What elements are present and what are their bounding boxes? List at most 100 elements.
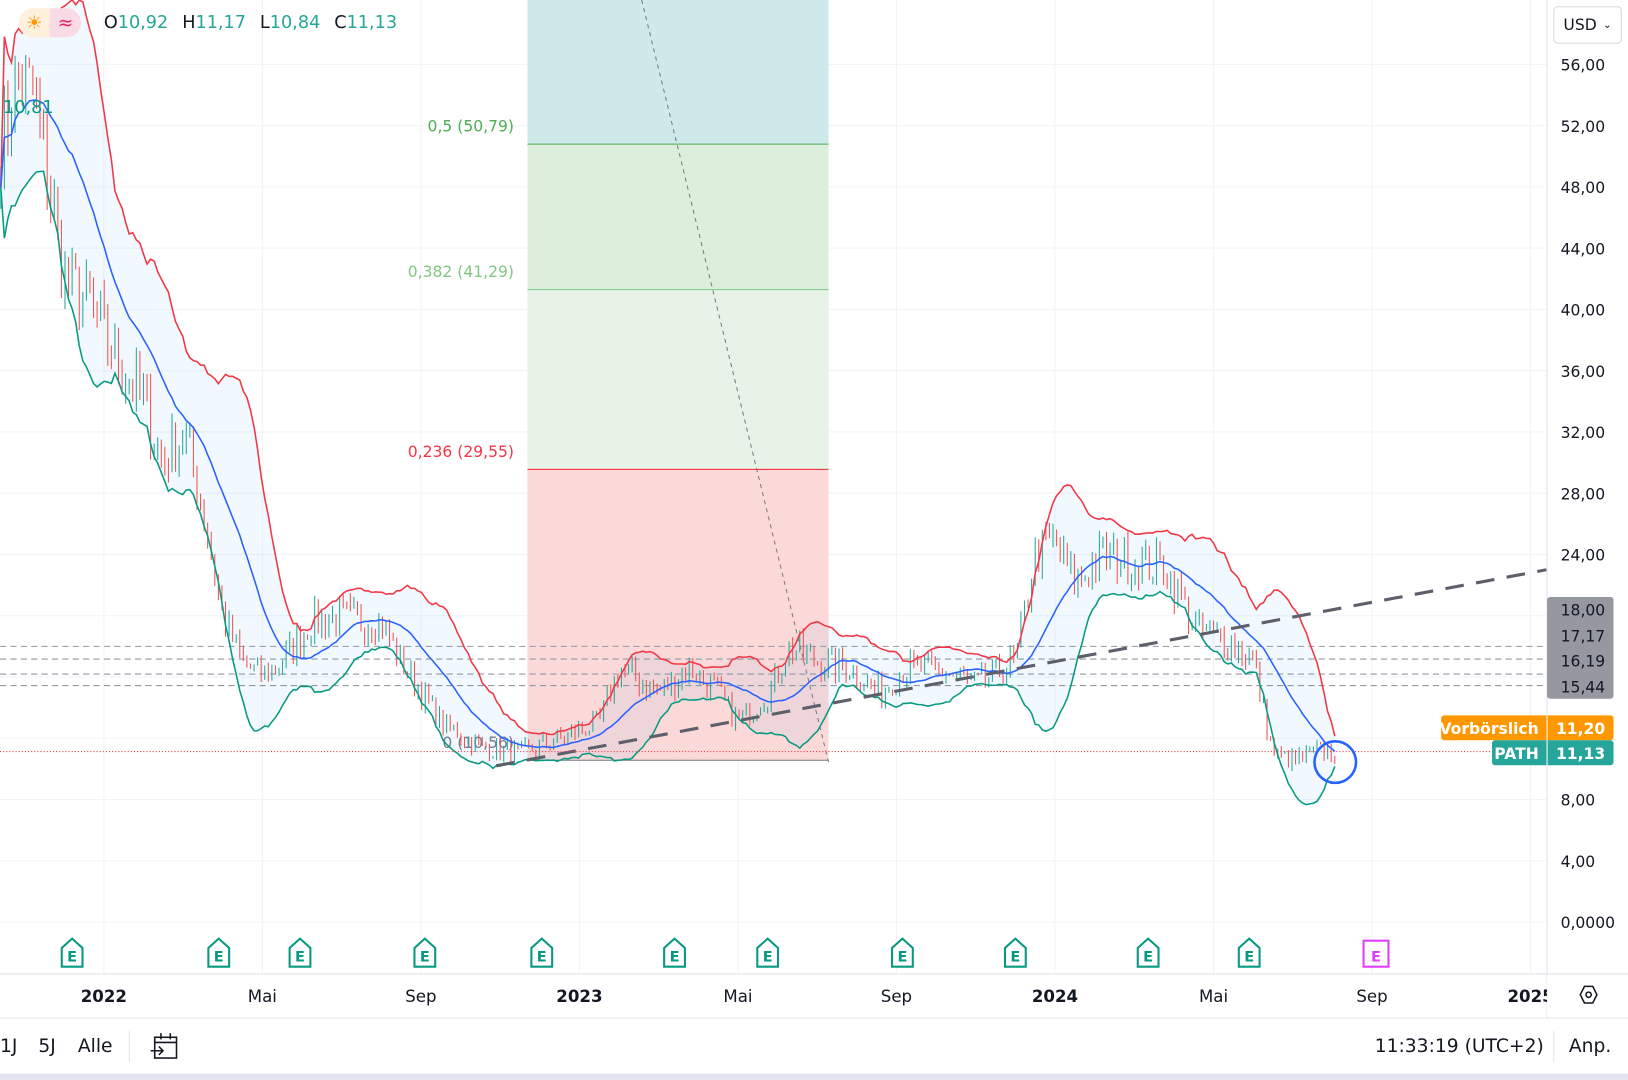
low-value: 10,84 — [269, 12, 321, 34]
currency-dropdown[interactable]: USD ⌄ — [1553, 6, 1622, 44]
earnings-marker[interactable]: E — [663, 937, 686, 968]
price-tick: 48,00 — [1561, 179, 1606, 197]
range-all-button[interactable]: Alle — [77, 1035, 113, 1057]
earnings-label: E — [420, 949, 430, 965]
earnings-icon — [890, 937, 914, 968]
earnings-marker[interactable]: E — [530, 937, 554, 968]
price-tick: 40,00 — [1561, 302, 1606, 320]
earnings-label: E — [537, 949, 547, 965]
footer-bar — [0, 1073, 1628, 1080]
highlight-circle — [1313, 740, 1358, 785]
price-tick: 24,00 — [1561, 547, 1606, 565]
earnings-label: E — [897, 949, 907, 965]
earnings-icon — [756, 937, 780, 968]
upcoming-earnings-marker[interactable]: E — [1362, 939, 1390, 968]
close-label: C — [334, 12, 347, 34]
bottom-toolbar: 1J 5J Alle 11:33:19 (UTC+2) Anp. — [0, 1017, 1628, 1075]
earnings-label: E — [763, 949, 773, 965]
earnings-icon — [60, 937, 84, 968]
earnings-label: E — [670, 949, 680, 965]
adjust-button[interactable]: Anp. — [1568, 1035, 1612, 1057]
earnings-label: E — [295, 949, 305, 965]
earnings-marker[interactable]: E — [1003, 937, 1027, 968]
alert-price-label: 15,44 — [1561, 679, 1606, 697]
earnings-icon — [207, 937, 231, 968]
bollinger-upper — [0, 0, 1336, 737]
alert-price-label: 18,00 — [1561, 602, 1606, 620]
premarket-price: 11,20 — [1556, 720, 1605, 738]
alert-price-label: 17,17 — [1561, 628, 1606, 646]
earnings-marker[interactable]: E — [413, 937, 437, 968]
time-tick: Mai — [248, 987, 277, 1006]
range-5y-button[interactable]: 5J — [38, 1035, 56, 1057]
price-tick: 28,00 — [1561, 485, 1606, 503]
price-axis — [1547, 0, 1628, 974]
open-value: 10,92 — [117, 12, 169, 34]
earnings-icon — [1237, 937, 1261, 968]
price-tick: 36,00 — [1561, 363, 1606, 381]
earnings-marker[interactable]: E — [60, 937, 84, 968]
calendar-goto-icon[interactable] — [150, 1031, 181, 1062]
price-tick: 0,0000 — [1561, 914, 1615, 932]
earnings-marker[interactable]: E — [1136, 937, 1160, 968]
earnings-marker[interactable]: E — [890, 937, 914, 968]
last-price: 11,13 — [1556, 745, 1605, 763]
bollinger-basis — [0, 99, 1336, 752]
time-tick: Mai — [1199, 987, 1228, 1006]
price-tick: 4,00 — [1561, 853, 1596, 871]
earnings-label: E — [1010, 949, 1020, 965]
time-tick: Sep — [1356, 987, 1387, 1006]
earnings-label: E — [67, 949, 77, 965]
trend-line — [495, 568, 1547, 768]
price-tick: 52,00 — [1561, 118, 1606, 136]
open-label: O — [103, 12, 118, 34]
earnings-icon — [288, 937, 312, 968]
low-label: L — [259, 12, 270, 34]
earnings-marker[interactable]: E — [288, 937, 312, 968]
earnings-icon — [1136, 937, 1160, 968]
last-label: PATH — [1494, 745, 1538, 763]
divider — [1553, 1031, 1555, 1063]
fib-zone — [527, 289, 829, 470]
settings-icon-dot — [1585, 991, 1592, 999]
range-1y-button[interactable]: 1J — [0, 1035, 18, 1057]
time-tick: 2024 — [1032, 987, 1078, 1006]
earnings-label: E — [1143, 949, 1153, 965]
earnings-icon — [413, 937, 437, 968]
fib-zone — [527, 144, 829, 290]
earnings-marker[interactable]: E — [207, 937, 231, 968]
earnings-icon — [1003, 937, 1027, 968]
sun-icon[interactable]: ☀ — [18, 8, 50, 38]
premarket-badge — [1441, 715, 1614, 741]
earnings-marker[interactable]: E — [756, 937, 780, 968]
settings-icon-shape — [1579, 985, 1598, 1004]
divider — [128, 1031, 130, 1063]
currency-value: USD — [1563, 15, 1597, 35]
price-tick: 8,00 — [1561, 792, 1596, 810]
last-badge — [1492, 740, 1614, 766]
high-label: H — [182, 12, 196, 34]
time-tick: Sep — [881, 987, 912, 1006]
bollinger-fill — [0, 0, 1335, 805]
alert-price-label: 16,19 — [1561, 653, 1606, 671]
earnings-label: E — [214, 949, 224, 965]
approx-icon[interactable]: ≈ — [49, 8, 81, 38]
axis-corner — [1547, 974, 1628, 1017]
bollinger-lower — [0, 170, 1336, 806]
price-tick: 32,00 — [1561, 424, 1606, 442]
settings-icon[interactable] — [1579, 985, 1598, 1004]
earnings-label: E — [1371, 949, 1381, 965]
clock-timezone[interactable]: 11:33:19 (UTC+2) — [1374, 1035, 1544, 1057]
fib-level-label: 0,236 (29,55) — [408, 443, 514, 461]
time-tick: 2022 — [81, 987, 127, 1006]
ohlc-legend: O10,92 H11,17 L10,84 C11,13 — [104, 12, 406, 33]
earnings-marker[interactable]: E — [1237, 937, 1261, 968]
fib-level-label: 0,5 (50,79) — [428, 118, 514, 136]
left-price-label: 10,81 — [3, 97, 54, 119]
time-tick: 2023 — [556, 987, 602, 1006]
price-tick: 56,00 — [1561, 57, 1606, 75]
premarket-label: Vorbörslich — [1439, 720, 1538, 738]
fib-level-label: 0,382 (41,29) — [408, 263, 514, 281]
